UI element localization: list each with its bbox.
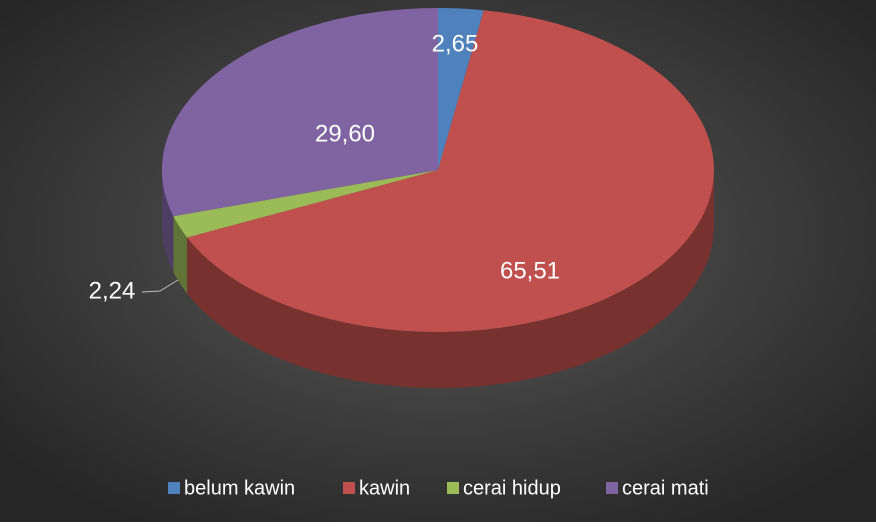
legend-label: kawin (359, 477, 410, 499)
legend: belum kawin kawin cerai hidup cerai mati (168, 477, 709, 499)
data-labels: 2,65 65,51 2,24 29,60 (89, 30, 560, 304)
pie-slice (438, 7, 484, 170)
leader-line (141, 279, 179, 293)
pie-tops (161, 7, 714, 332)
data-label: 2,65 (432, 30, 479, 57)
legend-label: cerai hidup (463, 477, 561, 499)
legend-swatch (447, 482, 459, 494)
pie-sides (162, 170, 715, 388)
legend-label: cerai mati (622, 477, 709, 499)
data-label: 65,51 (500, 257, 560, 284)
pie-side (162, 170, 174, 273)
legend-swatch (343, 482, 355, 494)
pie-slice (161, 7, 439, 217)
data-label: 2,24 (89, 277, 136, 304)
legend-label: belum kawin (184, 477, 295, 499)
legend-swatch (168, 482, 180, 494)
legend-swatch (606, 482, 618, 494)
pie-slice (173, 170, 438, 238)
pie-slice (187, 10, 714, 332)
data-label: 29,60 (315, 120, 375, 147)
pie-side (187, 170, 715, 388)
pie-side (173, 216, 188, 294)
